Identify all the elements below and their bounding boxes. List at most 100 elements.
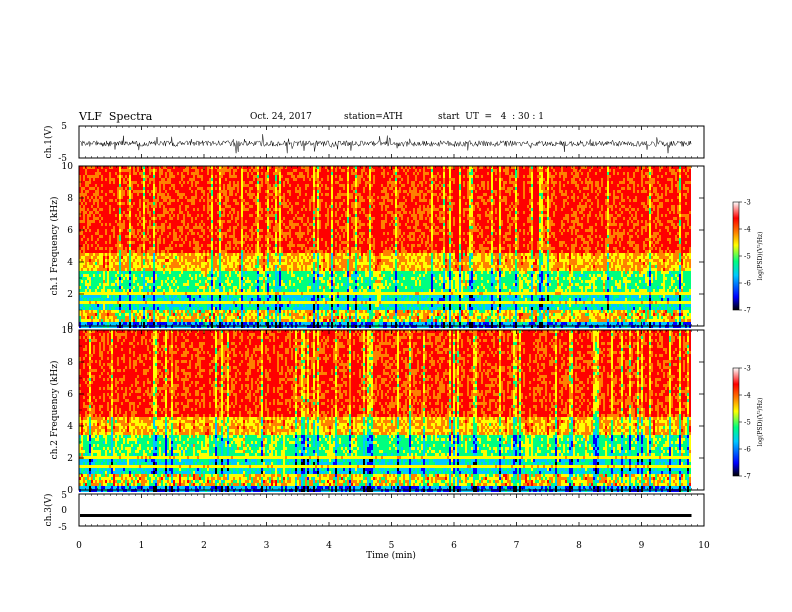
spectrogram-cell [125,250,127,253]
spectrogram-cell [215,238,217,241]
spectrogram-cell [87,259,89,262]
spectrogram-cell [219,277,221,280]
spectrogram-cell [183,193,185,196]
spectrogram-cell [181,208,183,211]
spectrogram-cell [201,262,203,265]
spectrogram-cell [149,295,151,298]
spectrogram-cell [253,241,255,244]
spectrogram-cell [145,271,147,274]
spectrogram-cell [133,241,135,244]
spectrogram-cell [161,283,163,286]
spectrogram-cell [227,217,229,220]
spectrogram-cell [195,232,197,235]
spectrogram-cell [223,274,225,277]
spectrogram-cell [223,286,225,289]
spectrogram-cell [161,304,163,307]
spectrogram-cell [177,247,179,250]
spectrogram-cell [85,292,87,295]
spectrogram-cell [113,172,115,175]
spectrogram-cell [113,223,115,226]
spectrogram-cell [185,187,187,190]
spectrogram-cell [187,277,189,280]
spectrogram-cell [241,193,243,196]
spectrogram-cell [199,214,201,217]
spectrogram-cell [139,187,141,190]
spectrogram-cell [205,262,207,265]
spectrogram-cell [229,181,231,184]
spectrogram-cell [179,271,181,274]
spectrogram-cell [123,193,125,196]
spectrogram-cell [89,268,91,271]
ch1-waveform-line [79,134,692,154]
spectrogram-cell [245,193,247,196]
spectrogram-cell [105,292,107,295]
spectrogram-cell [231,199,233,202]
spectrogram-cell [261,244,263,247]
spectrogram-cell [123,271,125,274]
spectrogram-cell [149,235,151,238]
spectrogram-cell [97,226,99,229]
spectrogram-cell [99,169,101,172]
spectrogram-cell [253,277,255,280]
spectrogram-cell [209,181,211,184]
spectrogram-cell [151,286,153,289]
spectrogram-cell [119,298,121,301]
spectrogram-cell [197,307,199,310]
spectrogram-cell [135,310,137,313]
spectrogram-cell [191,304,193,307]
spectrogram-cell [177,214,179,217]
spectrogram-cell [91,280,93,283]
spectrogram-cell [139,322,141,325]
spectrogram-cell [95,229,97,232]
spectrogram-cell [217,178,219,181]
spectrogram-cell [201,304,203,307]
spectrogram-cell [243,190,245,193]
spectrogram-cell [113,265,115,268]
spectrogram-cell [233,265,235,268]
spectrogram-cell [105,229,107,232]
spectrogram-cell [125,295,127,298]
spectrogram-cell [81,313,83,316]
spectrogram-cell [171,277,173,280]
spectrogram-cell [165,202,167,205]
spectrogram-cell [233,292,235,295]
spectrogram-cell [107,226,109,229]
spectrogram-cell [131,244,133,247]
spectrogram-cell [207,313,209,316]
spectrogram-cell [189,214,191,217]
spectrogram-cell [143,229,145,232]
spectrogram-cell [121,283,123,286]
spectrogram-cell [191,214,193,217]
spectrogram-cell [219,274,221,277]
spectrogram-cell [123,217,125,220]
spectrogram-cell [105,256,107,259]
spectrogram-cell [237,298,239,301]
spectrogram-cell [169,208,171,211]
spectrogram-cell [247,274,249,277]
spectrogram-cell [117,274,119,277]
spectrogram-cell [137,283,139,286]
spectrogram-cell [115,298,117,301]
spectrogram-cell [215,184,217,187]
spectrogram-cell [131,238,133,241]
spectrogram-cell [197,319,199,322]
spectrogram-cell [257,316,259,319]
spectrogram-cell [155,175,157,178]
spectrogram-cell [107,205,109,208]
spectrogram-cell [99,259,101,262]
spectrogram-cell [139,280,141,283]
spectrogram-cell [105,220,107,223]
spectrogram-cell [109,250,111,253]
spectrogram-cell [213,229,215,232]
spectrogram-cell [161,169,163,172]
spectrogram-cell [205,190,207,193]
spectrogram-cell [243,196,245,199]
spectrogram-cell [179,268,181,271]
spectrogram-cell [179,202,181,205]
spectrogram-cell [223,184,225,187]
spectrogram-cell [173,244,175,247]
spectrogram-cell [167,178,169,181]
spectrogram-cell [197,310,199,313]
spectrogram-cell [191,256,193,259]
spectrogram-cell [135,322,137,325]
